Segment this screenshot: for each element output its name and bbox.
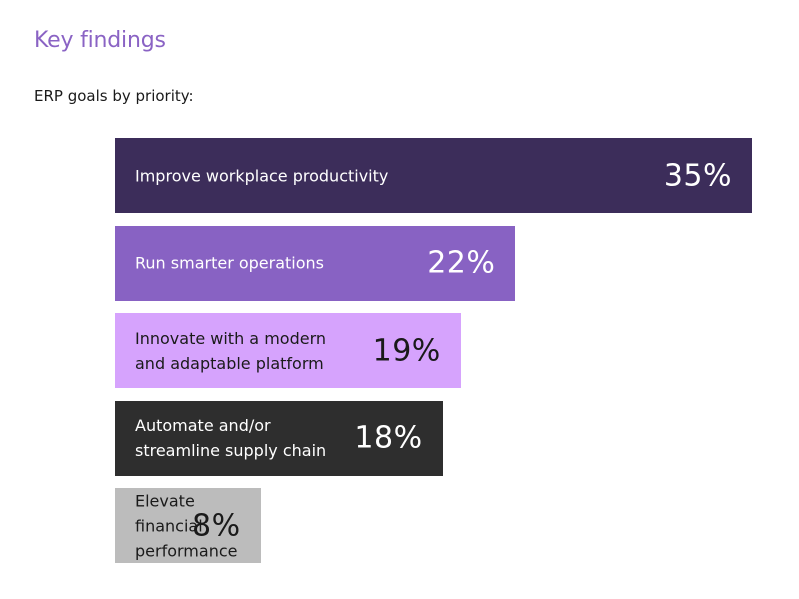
bar-2: Run smarter operations 22% bbox=[115, 225, 516, 301]
page-title: Key findings bbox=[34, 28, 166, 53]
bar-3: Innovate with a modern and adaptable pla… bbox=[115, 313, 461, 388]
bar-value-label: 18% bbox=[354, 420, 423, 456]
bar-label: Innovate with a modern and adaptable pla… bbox=[135, 328, 326, 373]
bar-value-label: 35% bbox=[663, 158, 732, 193]
chart-subtitle: ERP goals by priority: bbox=[34, 87, 194, 105]
bar-1: Improve workplace productivity 35% bbox=[115, 138, 752, 213]
bar-label: Run smarter operations bbox=[135, 253, 325, 273]
bar-value-label: 19% bbox=[372, 333, 441, 368]
bar-label: Automate and/or streamline supply chain bbox=[135, 416, 327, 460]
bar-5: Elevate financial performance 8% bbox=[115, 488, 261, 563]
bar-value-label: 8% bbox=[192, 508, 241, 543]
bar-label: Improve workplace productivity bbox=[135, 166, 389, 185]
bar-label: Elevate financial performance bbox=[135, 491, 238, 560]
bar-4: Automate and/or streamline supply chain 1… bbox=[115, 400, 443, 476]
bar-value-label: 22% bbox=[427, 245, 496, 281]
